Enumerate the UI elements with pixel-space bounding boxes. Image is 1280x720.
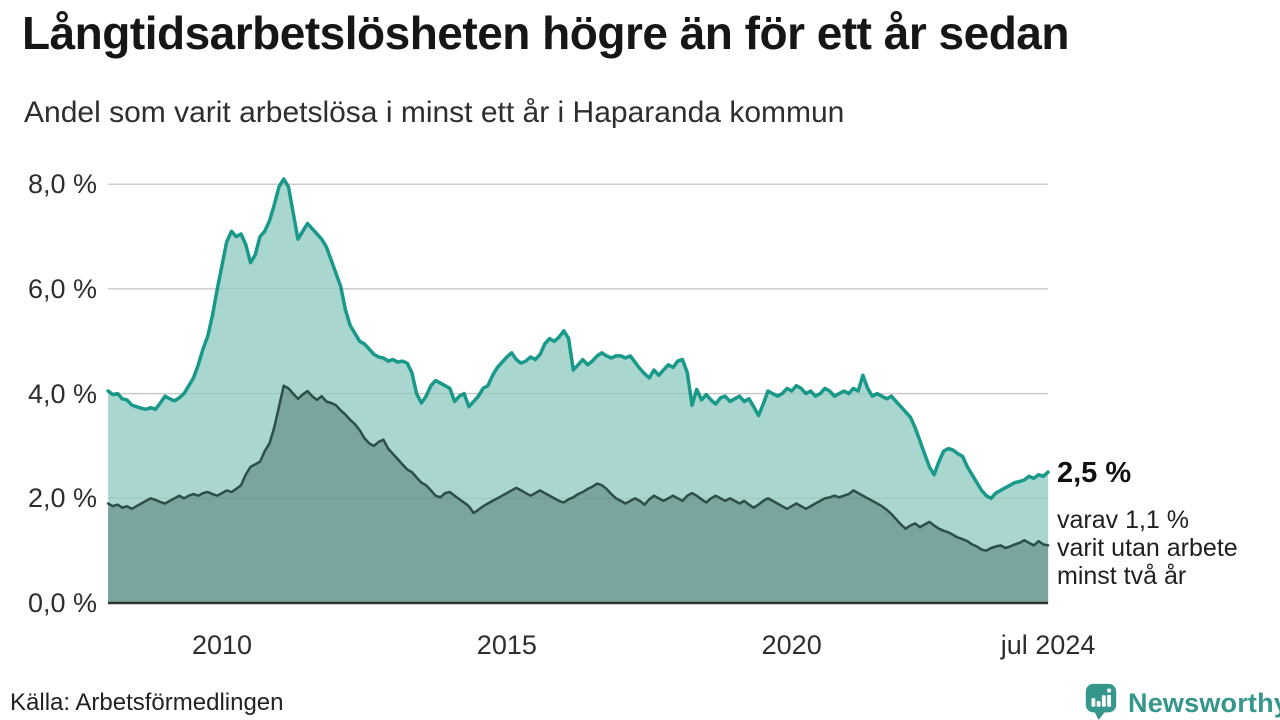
- newsworthy-logo: Newsworthy: [1082, 682, 1280, 720]
- page-title: Långtidsarbetslösheten högre än för ett …: [22, 7, 1069, 59]
- two-year-note: varav 1,1 % varit utan arbete minst två …: [1057, 506, 1238, 590]
- y-axis-tick-label: 8,0 %: [27, 169, 97, 200]
- latest-value-annotation: 2,5 %: [1057, 457, 1132, 489]
- x-axis-tick-label: 2020: [761, 630, 822, 660]
- two-year-note-line-3: minst två år: [1057, 562, 1187, 590]
- page-subtitle: Andel som varit arbetslösa i minst ett å…: [24, 96, 845, 129]
- y-axis-tick-label: 4,0 %: [27, 378, 97, 409]
- newsworthy-wordmark: Newsworthy: [1128, 688, 1280, 718]
- two-year-note-line-1: varav 1,1 %: [1057, 506, 1190, 534]
- x-axis-tick-label: 2015: [476, 630, 537, 660]
- x-axis-tick-label: jul 2024: [1000, 630, 1096, 660]
- two-year-note-line-2: varit utan arbete: [1057, 534, 1238, 562]
- x-axis-tick-label: 2010: [191, 630, 253, 660]
- source-note: Källa: Arbetsförmedlingen: [10, 689, 284, 716]
- y-axis-tick-label: 0,0 %: [27, 588, 97, 618]
- newsworthy-bubble-chart-icon: [1082, 682, 1120, 720]
- y-axis-tick-label: 6,0 %: [27, 273, 97, 304]
- y-axis-tick-label: 2,0 %: [27, 483, 97, 514]
